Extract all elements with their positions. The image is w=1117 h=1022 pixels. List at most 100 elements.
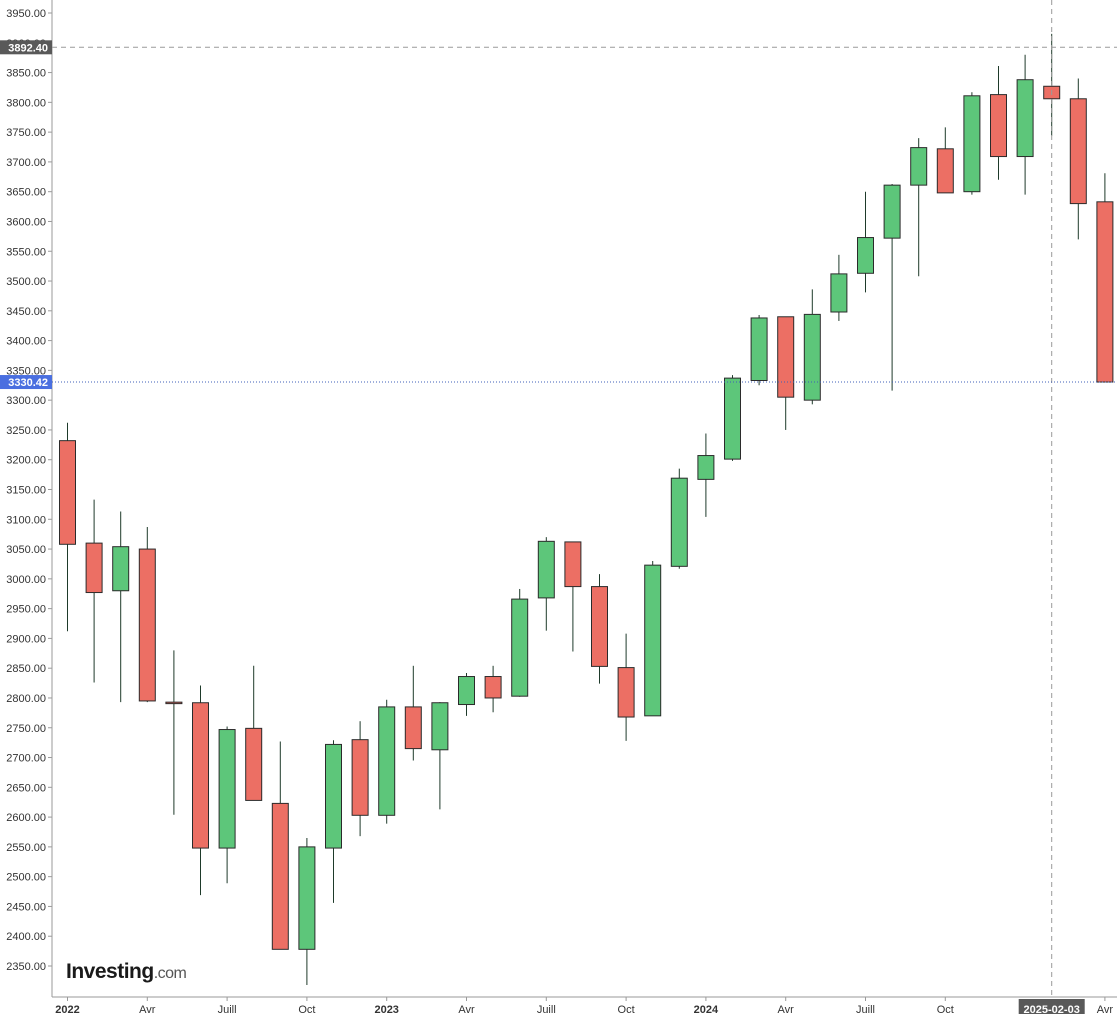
- y-tick-label: 2650.00: [6, 782, 46, 794]
- y-tick-label: 2700.00: [6, 753, 46, 765]
- candle-body: [564, 541, 582, 588]
- crosshair-date-badge: 2025-02-03: [1018, 999, 1085, 1016]
- candle: [670, 468, 688, 569]
- crosshair-date-badge-text: 2025-02-03: [1024, 1004, 1080, 1016]
- candle: [963, 92, 981, 195]
- y-tick-label: 2750.00: [6, 723, 46, 735]
- candle-body: [670, 477, 688, 567]
- x-tick-label: 2024: [694, 1004, 719, 1016]
- candle: [564, 541, 582, 652]
- candle-body: [351, 739, 369, 816]
- candle: [724, 375, 741, 461]
- x-tick-label: Juill: [856, 1004, 875, 1016]
- x-tick-label: Juill: [218, 1004, 237, 1016]
- candle-body: [883, 184, 901, 239]
- candle: [1016, 54, 1034, 195]
- candle-body: [271, 802, 289, 950]
- candle-body: [591, 586, 608, 667]
- last-price-badge-bg: [0, 375, 52, 390]
- candle-body: [963, 95, 981, 193]
- candles: [59, 33, 1114, 986]
- candle: [910, 138, 928, 277]
- candle-body: [830, 273, 848, 313]
- y-tick-label: 3000.00: [6, 574, 46, 586]
- y-tick-label: 2500.00: [6, 872, 46, 884]
- candle: [458, 672, 475, 716]
- y-tick-label: 3850.00: [6, 68, 46, 80]
- x-tick-label: 2022: [55, 1004, 79, 1016]
- candle: [112, 511, 130, 703]
- investing-logo: Investing.com: [66, 960, 187, 984]
- candle: [484, 665, 502, 713]
- candle: [351, 721, 369, 837]
- candle: [883, 183, 901, 391]
- candle-body: [803, 313, 821, 401]
- x-tick-label: Juill: [537, 1004, 556, 1016]
- y-tick-label: 2950.00: [6, 604, 46, 616]
- candle: [165, 650, 183, 815]
- y-tick-label: 2900.00: [6, 633, 46, 645]
- y-tick-label: 3800.00: [6, 97, 46, 109]
- candle: [511, 588, 529, 697]
- axes: 2350.00 2400.00 2450.00 2500.00 2550.00 2600.…: [6, 0, 1117, 1016]
- candle-body: [192, 702, 209, 849]
- candle: [245, 665, 263, 801]
- candle: [537, 537, 555, 631]
- candle-body: [298, 846, 316, 950]
- y-tick-label: 3750.00: [6, 127, 46, 139]
- logo-name: Investing: [66, 960, 154, 983]
- candle: [218, 726, 236, 884]
- last-price-badge-text: 3330.42: [8, 377, 48, 389]
- candle: [617, 633, 635, 741]
- y-tick-label: 3650.00: [6, 187, 46, 199]
- candle-body: [724, 377, 741, 460]
- crosshair-date-badge-bg: [1018, 999, 1085, 1014]
- candle: [1096, 173, 1114, 383]
- y-tick-label: 2800.00: [6, 693, 46, 705]
- candle: [325, 740, 342, 903]
- candle: [298, 837, 316, 986]
- candle-body: [458, 676, 475, 706]
- candle-body: [59, 440, 76, 545]
- candle: [404, 665, 422, 761]
- candle-body: [537, 540, 555, 599]
- y-tick-label: 2550.00: [6, 842, 46, 854]
- crosshair-price-badge-bg: [0, 40, 52, 55]
- candle-body: [325, 743, 342, 849]
- candle-body: [85, 542, 103, 594]
- y-tick-label: 3050.00: [6, 544, 46, 556]
- x-tick-label: Oct: [618, 1004, 635, 1016]
- x-tick-label: Avr: [1097, 1004, 1114, 1016]
- candle-body: [936, 148, 954, 194]
- candle: [857, 191, 874, 293]
- candle: [138, 527, 156, 703]
- candle-body: [1069, 98, 1087, 205]
- y-tick-label: 3150.00: [6, 485, 46, 497]
- y-tick-label: 3300.00: [6, 395, 46, 407]
- candle-body: [777, 316, 795, 398]
- y-tick-label: 3950.00: [6, 8, 46, 20]
- candle: [750, 314, 768, 386]
- candle: [644, 560, 662, 717]
- y-tick-label: 3700.00: [6, 157, 46, 169]
- y-tick-label: 3500.00: [6, 276, 46, 288]
- candle-body: [431, 702, 449, 751]
- candle-body: [990, 94, 1007, 158]
- candle: [830, 254, 848, 321]
- candle-body: [484, 676, 502, 699]
- x-tick-label: Oct: [937, 1004, 954, 1016]
- candle-body: [511, 598, 529, 697]
- x-tick-label: 2023: [374, 1004, 398, 1016]
- candle: [431, 702, 449, 810]
- y-tick-label: 2600.00: [6, 812, 46, 824]
- candle-body: [245, 727, 263, 801]
- candle-body: [644, 564, 662, 717]
- y-tick-label: 3400.00: [6, 336, 46, 348]
- candle-body: [112, 546, 130, 592]
- last-price-badge: 3330.42: [0, 375, 52, 390]
- y-tick-label: 2350.00: [6, 961, 46, 973]
- candle: [85, 499, 103, 683]
- candle: [271, 741, 289, 950]
